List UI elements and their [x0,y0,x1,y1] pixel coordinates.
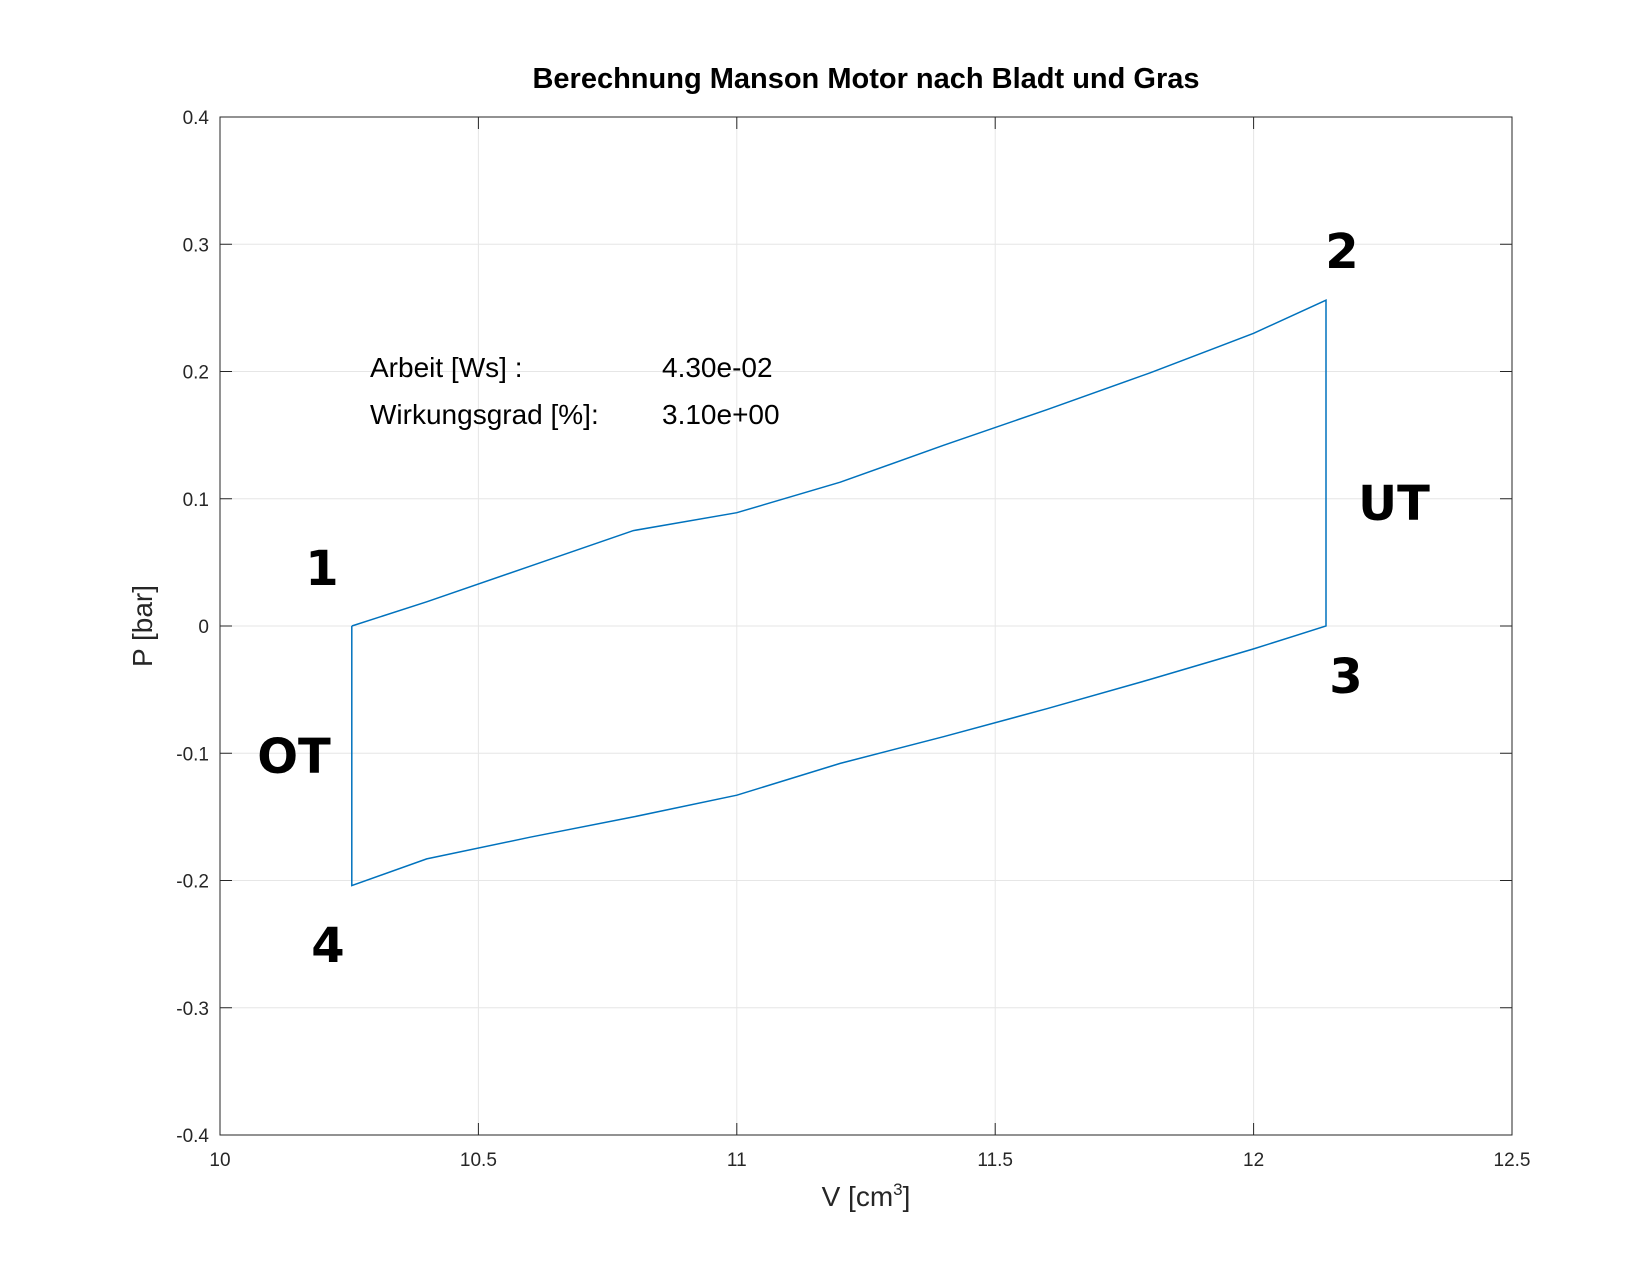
y-tick-label: 0.1 [183,490,209,511]
x-axis-label-superscript: 3 [893,1180,902,1199]
x-axis-label-close: ] [903,1181,911,1212]
x-tick-label: 11.5 [977,1150,1013,1171]
y-tick-label: -0.1 [176,744,209,765]
x-tick-label: 12 [1243,1150,1264,1171]
pv-cycle-line [351,299,1327,887]
x-tick-label: 11 [727,1150,747,1171]
point-label-4: 4 [311,918,344,974]
point-label-2: 2 [1325,224,1358,280]
annotation-arbeit-value: 4.30e-02 [662,352,773,383]
y-tick-label: -0.3 [176,999,209,1020]
annotation-wirkungsgrad-value: 3.10e+00 [662,399,780,430]
y-tick-label: 0.4 [183,108,210,129]
y-tick-label: -0.2 [176,872,209,893]
annotation-wirkungsgrad-label: Wirkungsgrad [%]: [370,399,599,430]
tick-marks [219,116,1513,1136]
y-tick-label: -0.4 [176,1126,209,1147]
point-label-3: 3 [1329,649,1362,705]
point-label-1: 1 [305,541,338,597]
x-axis-label: V [cm3] [822,1180,911,1212]
y-axis-label: P [bar] [127,585,158,667]
x-tick-labels: 10 10.5 11 11.5 12 12.5 [209,1150,1530,1171]
x-tick-label: 12.5 [1494,1150,1531,1171]
x-tick-label: 10 [209,1150,230,1171]
y-tick-label: 0 [198,617,209,638]
label-ot: OT [257,729,331,785]
annotation-arbeit-label: Arbeit [Ws] : [370,352,522,383]
x-tick-label: 10.5 [460,1150,497,1171]
y-tick-label: 0.2 [183,363,209,384]
y-tick-label: 0.3 [183,235,209,256]
label-ut: UT [1358,476,1430,532]
chart-title: Berechnung Manson Motor nach Bladt und G… [532,63,1199,95]
x-axis-label-main: V [cm [822,1181,894,1212]
y-tick-labels: 0.4 0.3 0.2 0.1 0 -0.1 -0.2 -0.3 -0.4 [176,108,209,1147]
